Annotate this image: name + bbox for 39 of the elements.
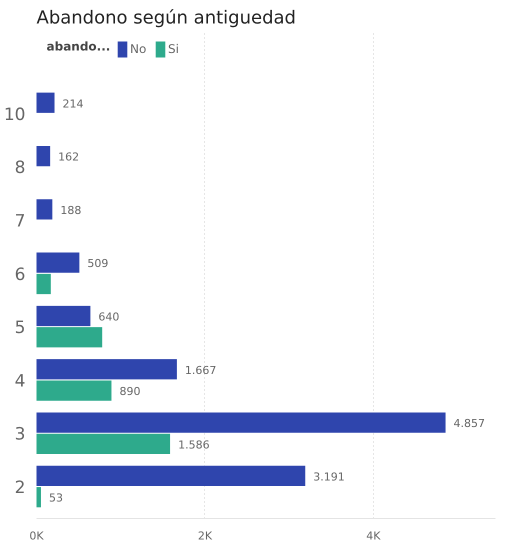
y-tick-label: 3: [14, 424, 26, 445]
bar: [36, 252, 80, 273]
data-label: 188: [60, 204, 82, 217]
bar: [36, 199, 52, 220]
x-tick-label: 0K: [29, 530, 44, 542]
data-label: 53: [48, 492, 63, 505]
bar: [36, 306, 90, 326]
bar: [36, 359, 177, 380]
bar: [36, 92, 55, 113]
y-tick-label: 7: [14, 212, 26, 232]
legend-title: abando...: [46, 40, 110, 54]
y-tick-label: 2: [14, 478, 26, 498]
y-tick-label: 5: [14, 318, 26, 338]
data-label: 1.667: [184, 364, 216, 377]
y-tick-label: 4: [14, 371, 26, 392]
data-label: 640: [98, 310, 120, 324]
bar: [36, 380, 112, 401]
legend-label: No: [130, 42, 148, 56]
bar: [36, 412, 446, 433]
bar: [36, 434, 170, 454]
legend-label: Si: [168, 42, 180, 56]
data-label: 1.586: [178, 438, 210, 452]
y-tick-label: 6: [14, 264, 26, 285]
data-label: 509: [87, 257, 108, 270]
bar: [36, 327, 102, 348]
chart-title: Abandono según antiguedad: [36, 8, 296, 28]
bar: [36, 146, 50, 166]
y-tick-label: 8: [14, 158, 26, 178]
data-label: 4.857: [454, 417, 486, 430]
bar: [36, 274, 51, 294]
x-tick-label: 4K: [366, 530, 382, 542]
y-tick-label: 10: [4, 104, 26, 125]
bar: [36, 487, 41, 508]
data-label: 214: [62, 97, 84, 110]
data-label: 890: [119, 385, 140, 398]
x-tick-label: 2K: [198, 530, 213, 542]
data-label: 3.191: [313, 470, 345, 484]
data-label: 162: [58, 150, 80, 164]
bar: [36, 466, 306, 486]
